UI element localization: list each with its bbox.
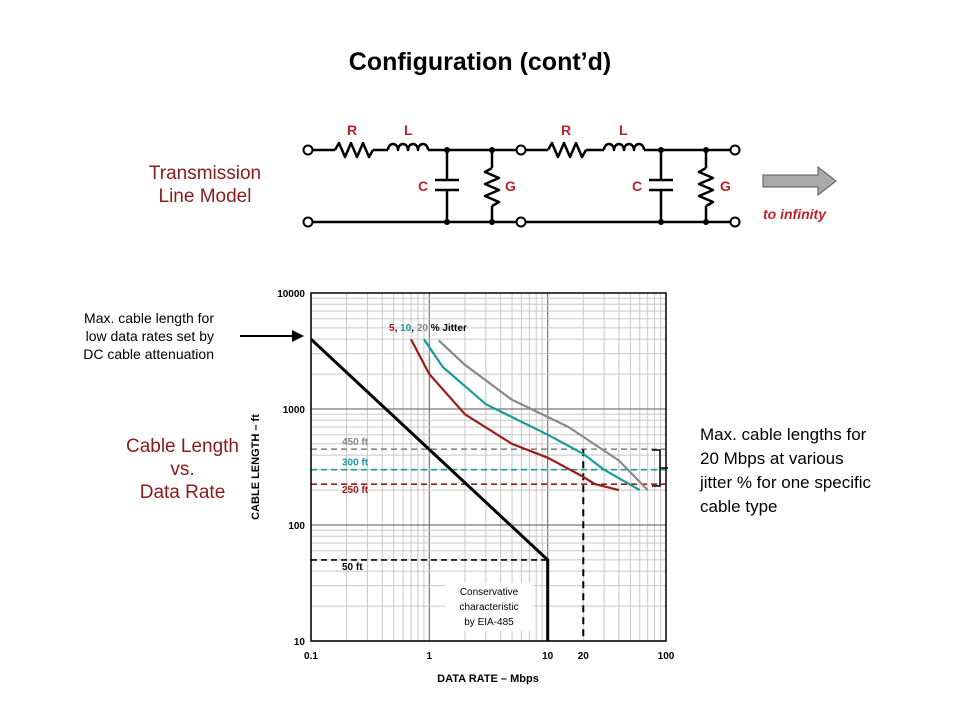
inductor-2 [602, 142, 646, 152]
x-tick-label: 100 [658, 651, 675, 662]
circuit-label-line1: Transmission [148, 163, 262, 184]
chart-side-label-line2: vs. [170, 459, 195, 480]
x-tick-label: 0.1 [304, 651, 318, 662]
y-axis-title: CABLE LENGTH – ft [250, 414, 262, 520]
y-tick-label: 10000 [277, 289, 305, 300]
y-tick-label: 10 [294, 637, 306, 648]
label-r-1: R [347, 122, 357, 138]
right-note-line4: cable type [700, 497, 778, 516]
terminal-bottom-right [729, 216, 741, 228]
legend-part: , [411, 323, 417, 334]
terminal-top-mid [515, 144, 527, 156]
terminal-top-left [302, 144, 314, 156]
series-jitter-0 [410, 338, 620, 492]
label-c-1: C [418, 178, 428, 194]
to-infinity-label: to infinity [763, 206, 827, 222]
brace [652, 449, 668, 487]
inductor-1 [386, 142, 430, 152]
right-note: Max. cable lengths for 20 Mbps at variou… [700, 423, 920, 519]
left-note-arrow [240, 330, 304, 342]
legend-part: 20 [417, 323, 429, 334]
left-note-line3: DC cable attenuation [83, 346, 214, 362]
reference-line-label: 450 ft [342, 437, 369, 448]
label-g-2: G [720, 178, 731, 194]
left-note: Max. cable length for low data rates set… [40, 309, 214, 363]
series-jitter-1 [422, 338, 641, 492]
circuit-label: Transmission Line Model [130, 162, 280, 208]
legend-part: 10 [400, 323, 412, 334]
label-l-1: L [404, 122, 413, 138]
reference-lines: 450 ft 300 ft 250 ft 50 ft [311, 437, 666, 641]
label-r-2: R [561, 122, 571, 138]
label-c-2: C [632, 178, 642, 194]
annotation-line1: Conservative [460, 587, 519, 598]
series-jitter-2 [437, 339, 649, 491]
legend-part: 5 [389, 323, 395, 334]
left-note-line2: low data rates set by [85, 328, 214, 344]
chart-side-label-line3: Data Rate [139, 482, 226, 503]
right-note-line3: jitter % for one specific [700, 473, 872, 492]
terminal-bottom-left [302, 216, 314, 228]
resistor-1 [333, 141, 375, 159]
annotation-line2: characteristic [460, 602, 519, 613]
label-g-1: G [505, 178, 516, 194]
series-eia485 [309, 338, 550, 641]
page-title: Configuration (cont’d) [348, 48, 612, 76]
chart-grid [310, 293, 666, 642]
terminal-bottom-mid [515, 216, 527, 228]
chart-ticks: 0.1 1 10 20 100 10 100 1000 10000 [277, 289, 675, 662]
to-infinity-arrow [762, 165, 837, 197]
eia485-annotation: Conservative characteristic by EIA-485 [460, 587, 519, 628]
conductance-2 [697, 166, 715, 208]
right-note-line1: Max. cable lengths for [700, 425, 867, 444]
conductance-1 [483, 166, 501, 208]
chart-side-label: Cable Length vs. Data Rate [100, 435, 265, 504]
legend-part: , [395, 323, 401, 334]
x-tick-label: 1 [427, 651, 433, 662]
plot-frame [310, 292, 667, 642]
chart-side-label-line1: Cable Length [125, 436, 240, 457]
y-tick-label: 100 [288, 521, 305, 532]
terminal-top-right [729, 144, 741, 156]
reference-line-label: 250 ft [342, 485, 369, 496]
x-tick-label: 10 [542, 651, 554, 662]
reference-line-label: 300 ft [342, 458, 369, 469]
chart-series [309, 338, 649, 641]
circuit-label-line2: Line Model [158, 186, 252, 207]
legend-part: % Jitter [428, 323, 467, 334]
x-axis-title: DATA RATE – Mbps [437, 673, 539, 685]
label-l-2: L [619, 122, 628, 138]
y-tick-label: 1000 [283, 405, 306, 416]
left-note-line1: Max. cable length for [84, 310, 214, 326]
annotation-line3: by EIA-485 [464, 617, 514, 628]
resistor-2 [546, 141, 588, 159]
transmission-line-diagram: R L C G R L C G to infinity [302, 122, 837, 228]
jitter-legend: 5, 10, 20 % Jitter [389, 323, 467, 334]
x-tick-label: 20 [578, 651, 590, 662]
reference-line-label: 50 ft [342, 562, 363, 573]
right-note-line2: 20 Mbps at various [700, 449, 844, 468]
